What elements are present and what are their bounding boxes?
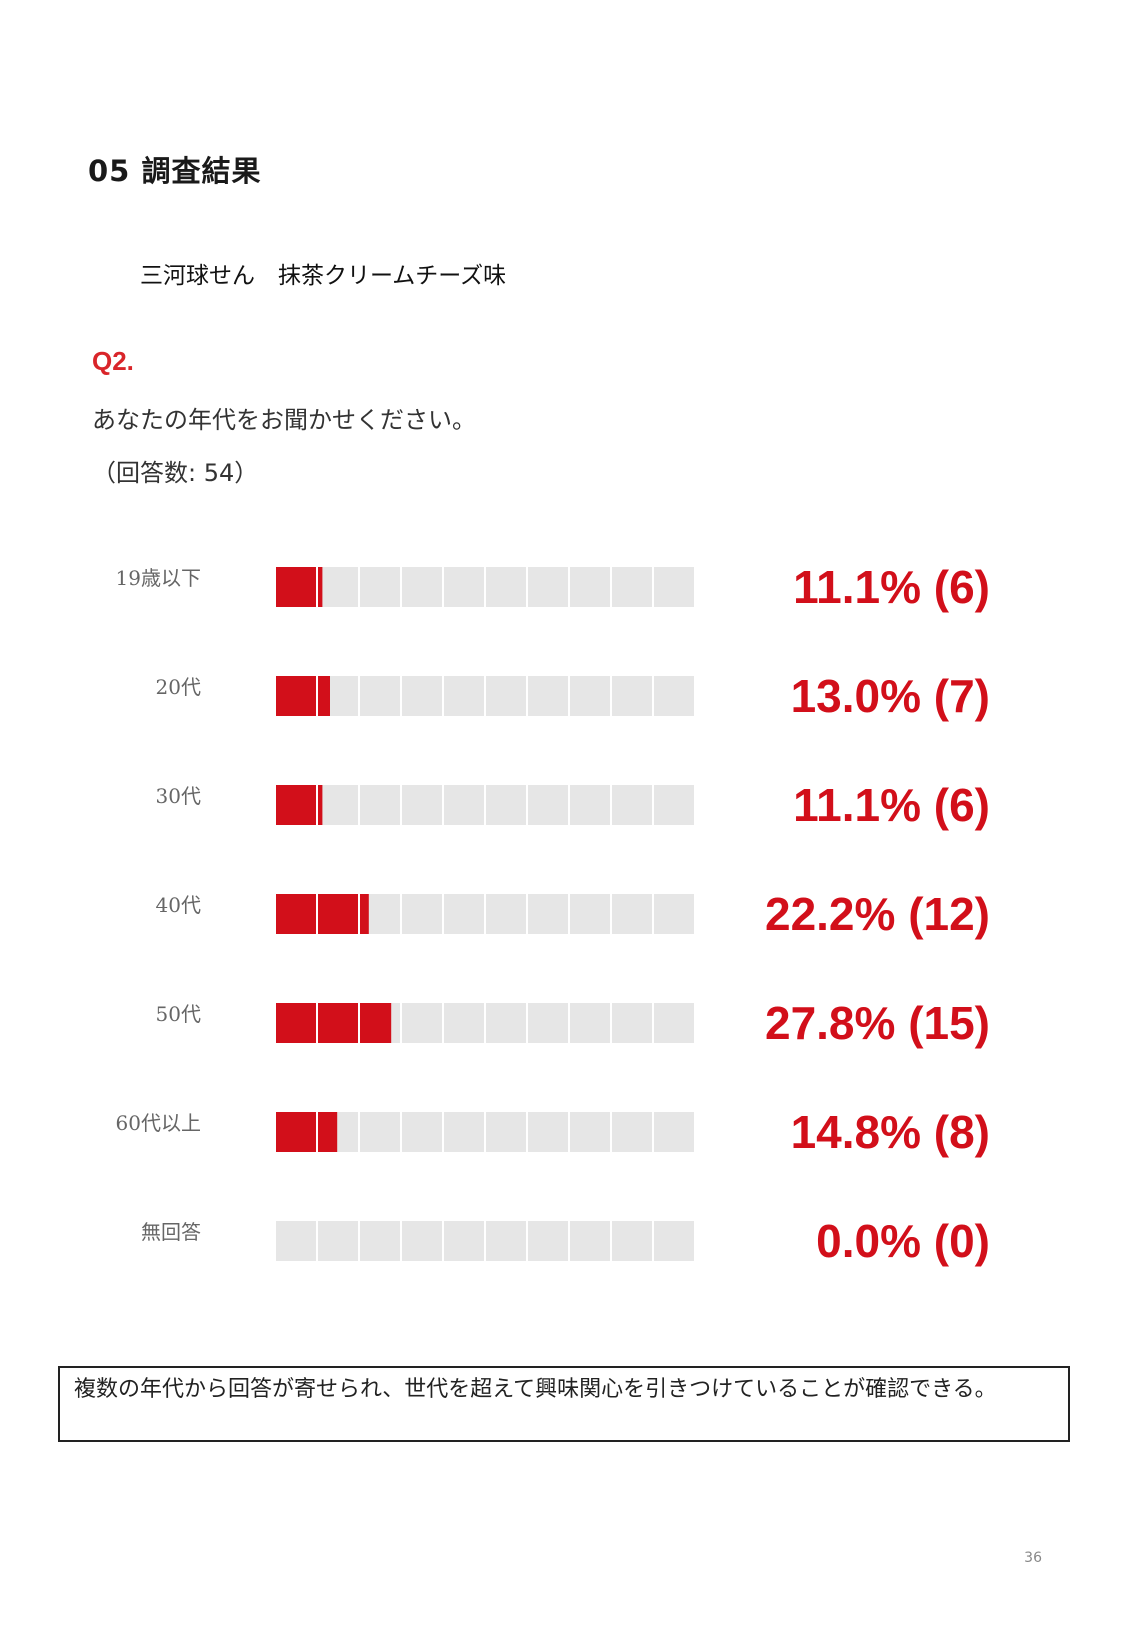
bar-segment-empty xyxy=(570,676,610,716)
bar-segment-empty xyxy=(360,676,400,716)
bar-segment-empty xyxy=(486,1003,526,1043)
bar-segment-empty xyxy=(570,1221,610,1261)
bar-segment-empty xyxy=(402,1221,442,1261)
bar-segment-empty xyxy=(444,785,484,825)
summary-note-text: 複数の年代から回答が寄せられ、世代を超えて興味関心を引きつけていることが確認でき… xyxy=(74,1377,997,1402)
bar-segment-empty xyxy=(360,567,400,607)
bar-segment-empty xyxy=(444,567,484,607)
bar-segment-filled xyxy=(276,567,316,607)
bar-segment-filled xyxy=(276,1003,316,1043)
bar-segment-empty xyxy=(528,676,568,716)
bar-segment-empty xyxy=(654,567,694,607)
response-count: （回答数: 54） xyxy=(92,459,259,487)
bar-segment-empty xyxy=(444,676,484,716)
bar-segment-empty xyxy=(444,894,484,934)
product-title: 三河球せん 抹茶クリームチーズ味 xyxy=(140,263,507,289)
value-label: 22.2% (12) xyxy=(765,888,990,940)
bar-segment-empty xyxy=(486,894,526,934)
bar-segment-empty xyxy=(570,894,610,934)
bar-segment-empty xyxy=(486,676,526,716)
bar-segment-empty xyxy=(276,1221,316,1261)
bar-segment-empty xyxy=(570,785,610,825)
bar-segment-empty xyxy=(612,1112,652,1152)
summary-note: 複数の年代から回答が寄せられ、世代を超えて興味関心を引きつけていることが確認でき… xyxy=(58,1366,1070,1442)
bar-segment-empty xyxy=(654,1003,694,1043)
value-label: 13.0% (7) xyxy=(791,670,990,722)
bar-segment-empty xyxy=(612,894,652,934)
page-number: 36 xyxy=(1024,1550,1042,1566)
bar-segment-empty xyxy=(528,1003,568,1043)
bar-segment-empty xyxy=(402,676,442,716)
value-label: 0.0% (0) xyxy=(816,1215,990,1267)
bar-segment-empty xyxy=(486,1112,526,1152)
bar-segment-filled xyxy=(276,1112,316,1152)
bar-segment-filled xyxy=(318,567,323,607)
value-label: 27.8% (15) xyxy=(765,997,990,1049)
bar-segment-empty xyxy=(528,1221,568,1261)
bar-segment-filled xyxy=(276,894,316,934)
category-label: 30代 xyxy=(156,784,201,808)
bar-segment-empty xyxy=(360,1221,400,1261)
bar-segment-filled xyxy=(318,1112,338,1152)
bar-segment-filled xyxy=(276,676,316,716)
age-bar-chart: 19歳以下 11.1% (6) 20代 13.0% (7) 30代 11.1% (6) 40… xyxy=(116,561,990,1267)
bar-segment-empty xyxy=(528,567,568,607)
bar-segment-filled xyxy=(318,894,358,934)
bar-segment-filled xyxy=(318,785,323,825)
bar-segment-empty xyxy=(402,1112,442,1152)
bar-segment-empty xyxy=(402,894,442,934)
value-label: 14.8% (8) xyxy=(791,1106,990,1158)
category-label: 50代 xyxy=(156,1002,201,1026)
bar-segment-empty xyxy=(444,1003,484,1043)
bar-segment-empty xyxy=(612,1221,652,1261)
category-label: 無回答 xyxy=(141,1220,201,1244)
bar-segment-empty xyxy=(444,1221,484,1261)
category-label: 19歳以下 xyxy=(116,566,201,590)
bar-segment-filled xyxy=(360,894,369,934)
bar-segment-empty xyxy=(402,785,442,825)
bar-segment-empty xyxy=(612,676,652,716)
category-label: 60代以上 xyxy=(116,1111,201,1135)
bar-segment-empty xyxy=(528,1112,568,1152)
bar-segment-filled xyxy=(276,785,316,825)
bar-segment-empty xyxy=(402,1003,442,1043)
bar-segment-empty xyxy=(612,1003,652,1043)
bar-segment-empty xyxy=(318,785,358,825)
bar-segment-filled xyxy=(360,1003,392,1043)
bar-segment-empty xyxy=(486,785,526,825)
value-label: 11.1% (6) xyxy=(793,779,990,831)
bar-segment-empty xyxy=(402,567,442,607)
bar-segment-filled xyxy=(318,676,330,716)
bar-segment-empty xyxy=(654,894,694,934)
section-title: 05 調査結果 xyxy=(88,154,262,188)
bar-segment-empty xyxy=(654,676,694,716)
bar-segment-empty xyxy=(654,1221,694,1261)
bar-segment-empty xyxy=(612,785,652,825)
question-text: あなたの年代をお聞かせください。 xyxy=(92,406,476,434)
bar-segment-empty xyxy=(570,567,610,607)
bar-segment-empty xyxy=(318,1221,358,1261)
question-number: Q2. xyxy=(92,346,134,376)
category-label: 40代 xyxy=(156,893,201,917)
bar-segment-empty xyxy=(528,785,568,825)
bar-segment-empty xyxy=(570,1003,610,1043)
bar-segment-empty xyxy=(486,567,526,607)
value-label: 11.1% (6) xyxy=(793,561,990,613)
bar-segment-empty xyxy=(612,567,652,607)
bar-segment-empty xyxy=(486,1221,526,1261)
category-label: 20代 xyxy=(156,675,201,699)
bar-segment-empty xyxy=(528,894,568,934)
bar-segment-empty xyxy=(570,1112,610,1152)
bar-segment-empty xyxy=(318,567,358,607)
bar-segment-empty xyxy=(654,1112,694,1152)
bar-segment-empty xyxy=(444,1112,484,1152)
bar-segment-empty xyxy=(360,1112,400,1152)
bar-segment-empty xyxy=(360,785,400,825)
bar-segment-filled xyxy=(318,1003,358,1043)
bar-segment-empty xyxy=(654,785,694,825)
